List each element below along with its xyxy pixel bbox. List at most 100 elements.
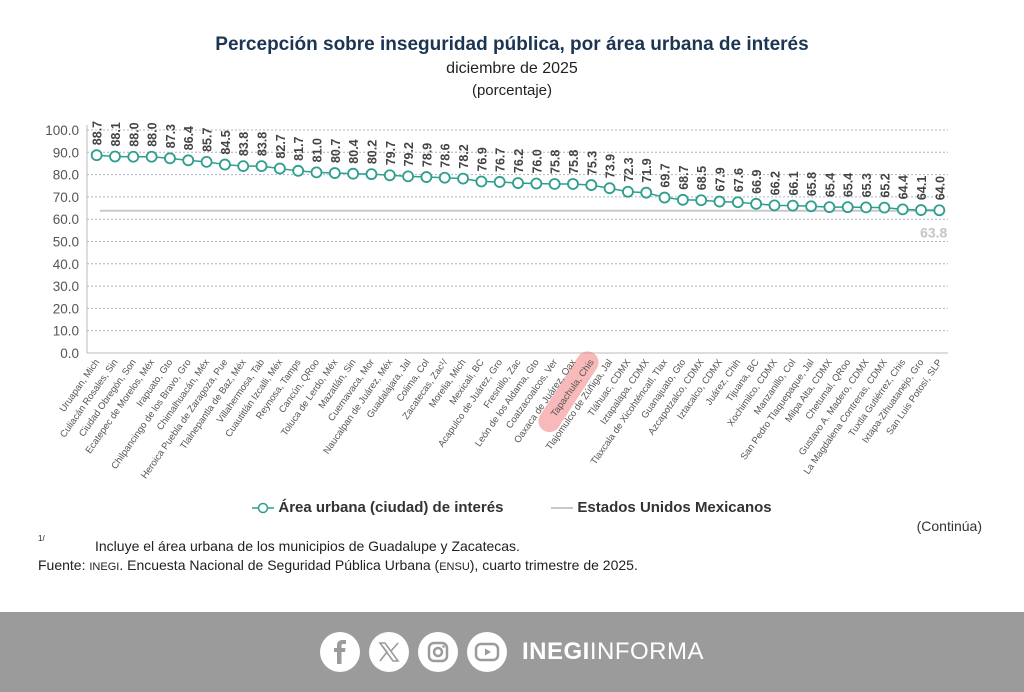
- data-point: [567, 178, 579, 190]
- highlight-marker: [538, 351, 599, 433]
- data-label: 80.7: [329, 139, 343, 163]
- data-label: 87.3: [164, 124, 178, 148]
- data-label: 88.0: [127, 122, 141, 146]
- source-org: INEGI: [89, 561, 120, 573]
- grid-lines: [87, 129, 948, 332]
- highlight-layer: [538, 351, 599, 433]
- data-label: 75.8: [567, 150, 581, 174]
- data-label: 67.9: [714, 167, 728, 191]
- data-point: [768, 199, 781, 212]
- national-value-label: 63.8: [920, 225, 947, 241]
- data-label: 67.6: [732, 168, 746, 192]
- continua-label: (Continúa): [916, 518, 982, 534]
- footnote-mark: 1/: [38, 534, 45, 543]
- data-point: [786, 199, 799, 212]
- y-tick-label: 80.0: [53, 168, 79, 183]
- data-label: 69.7: [659, 163, 673, 187]
- data-label: 88.0: [146, 122, 160, 146]
- y-tick-label: 20.0: [53, 301, 79, 316]
- y-tick-label: 90.0: [53, 145, 79, 160]
- x-icon[interactable]: [368, 632, 409, 672]
- data-label: 65.4: [842, 173, 856, 197]
- data-point: [585, 179, 598, 191]
- data-label: 88.7: [91, 121, 105, 145]
- data-label: 83.8: [237, 132, 251, 156]
- source-title: . Encuesta Nacional de Seguridad Pública…: [119, 557, 440, 573]
- data-label: 65.3: [860, 173, 874, 197]
- line-chart: 100.0 90.0 80.0 70.0 60.0 50.0 40.0 30.0 20.0 10.…: [45, 121, 948, 481]
- source-prefix: Fuente:: [38, 557, 90, 573]
- legend: Área urbana (ciudad) de interés Estados …: [0, 499, 1024, 516]
- data-point: [109, 150, 121, 163]
- data-label: 84.5: [219, 130, 233, 154]
- source-end: ), cuarto trimestre de 2025.: [469, 557, 638, 573]
- facebook-icon[interactable]: [319, 632, 360, 672]
- data-label: 78.2: [457, 144, 471, 168]
- data-point: [676, 193, 689, 206]
- data-label: 88.1: [109, 122, 123, 146]
- y-tick-label: 30.0: [53, 279, 79, 294]
- data-label: 66.1: [787, 171, 801, 195]
- data-point: [273, 162, 286, 175]
- data-label: 79.7: [384, 141, 398, 165]
- data-point: [731, 196, 744, 209]
- data-label: 75.3: [585, 151, 599, 175]
- footnote-text: Incluye el área urbana de los municipios…: [95, 538, 520, 554]
- data-label: 65.4: [823, 173, 837, 197]
- y-tick-label: 100.0: [45, 123, 79, 138]
- footnote: 1/ Incluye el área urbana de los municip…: [38, 534, 520, 554]
- data-label: 83.8: [256, 132, 270, 156]
- data-point: [823, 201, 836, 214]
- data-label: 75.8: [549, 150, 563, 174]
- data-point: [457, 172, 469, 185]
- instagram-icon[interactable]: [417, 632, 458, 672]
- data-point: [164, 152, 176, 165]
- data-label: 64.1: [915, 176, 929, 200]
- data-point: [860, 201, 872, 214]
- data-point: [328, 167, 341, 179]
- footer-bar: INEGIINFORMA: [0, 612, 1024, 692]
- legend-label-city: Área urbana (ciudad) de interés: [278, 499, 504, 516]
- data-point: [512, 177, 524, 189]
- data-point: [383, 169, 396, 182]
- data-point: [878, 201, 891, 214]
- data-label: 76.0: [530, 149, 544, 173]
- data-label: 76.9: [475, 147, 489, 171]
- data-label: 79.2: [402, 142, 416, 166]
- data-point: [237, 160, 250, 173]
- y-tick-label: 10.0: [53, 324, 79, 339]
- data-point: [292, 164, 305, 177]
- data-point: [622, 185, 634, 198]
- data-point: [347, 167, 360, 180]
- data-label: 71.9: [640, 158, 654, 182]
- y-tick-label: 50.0: [53, 235, 79, 250]
- y-axis: 100.0 90.0 80.0 70.0 60.0 50.0 40.0 30.0 20.0 10.…: [45, 123, 948, 361]
- data-label: 82.7: [274, 134, 288, 158]
- data-point: [896, 203, 909, 216]
- data-point: [365, 168, 378, 181]
- data-label: 64.4: [897, 175, 911, 199]
- youtube-icon[interactable]: [466, 632, 507, 672]
- data-label: 86.4: [182, 126, 196, 150]
- legend-item-city[interactable]: Área urbana (ciudad) de interés: [252, 499, 503, 516]
- data-label: 80.4: [347, 139, 361, 163]
- national-series: 63.8: [100, 209, 948, 241]
- data-label: 73.9: [604, 154, 618, 178]
- city-series: [90, 149, 946, 217]
- data-point: [475, 175, 488, 188]
- data-label: 65.8: [805, 172, 819, 196]
- data-label: 85.7: [201, 128, 215, 152]
- data-point: [603, 182, 616, 195]
- data-label: 72.3: [622, 157, 636, 181]
- data-point: [805, 200, 818, 213]
- brand-light: INFORMA: [589, 638, 704, 665]
- legend-item-national[interactable]: Estados Unidos Mexicanos: [551, 499, 772, 516]
- data-point: [127, 150, 140, 163]
- data-point: [713, 195, 726, 208]
- y-tick-label: 70.0: [53, 190, 79, 205]
- data-point: [640, 186, 653, 199]
- data-point: [933, 204, 946, 217]
- brand-logo[interactable]: INEGIINFORMA: [522, 638, 704, 666]
- legend-marker-line-icon: [551, 506, 574, 509]
